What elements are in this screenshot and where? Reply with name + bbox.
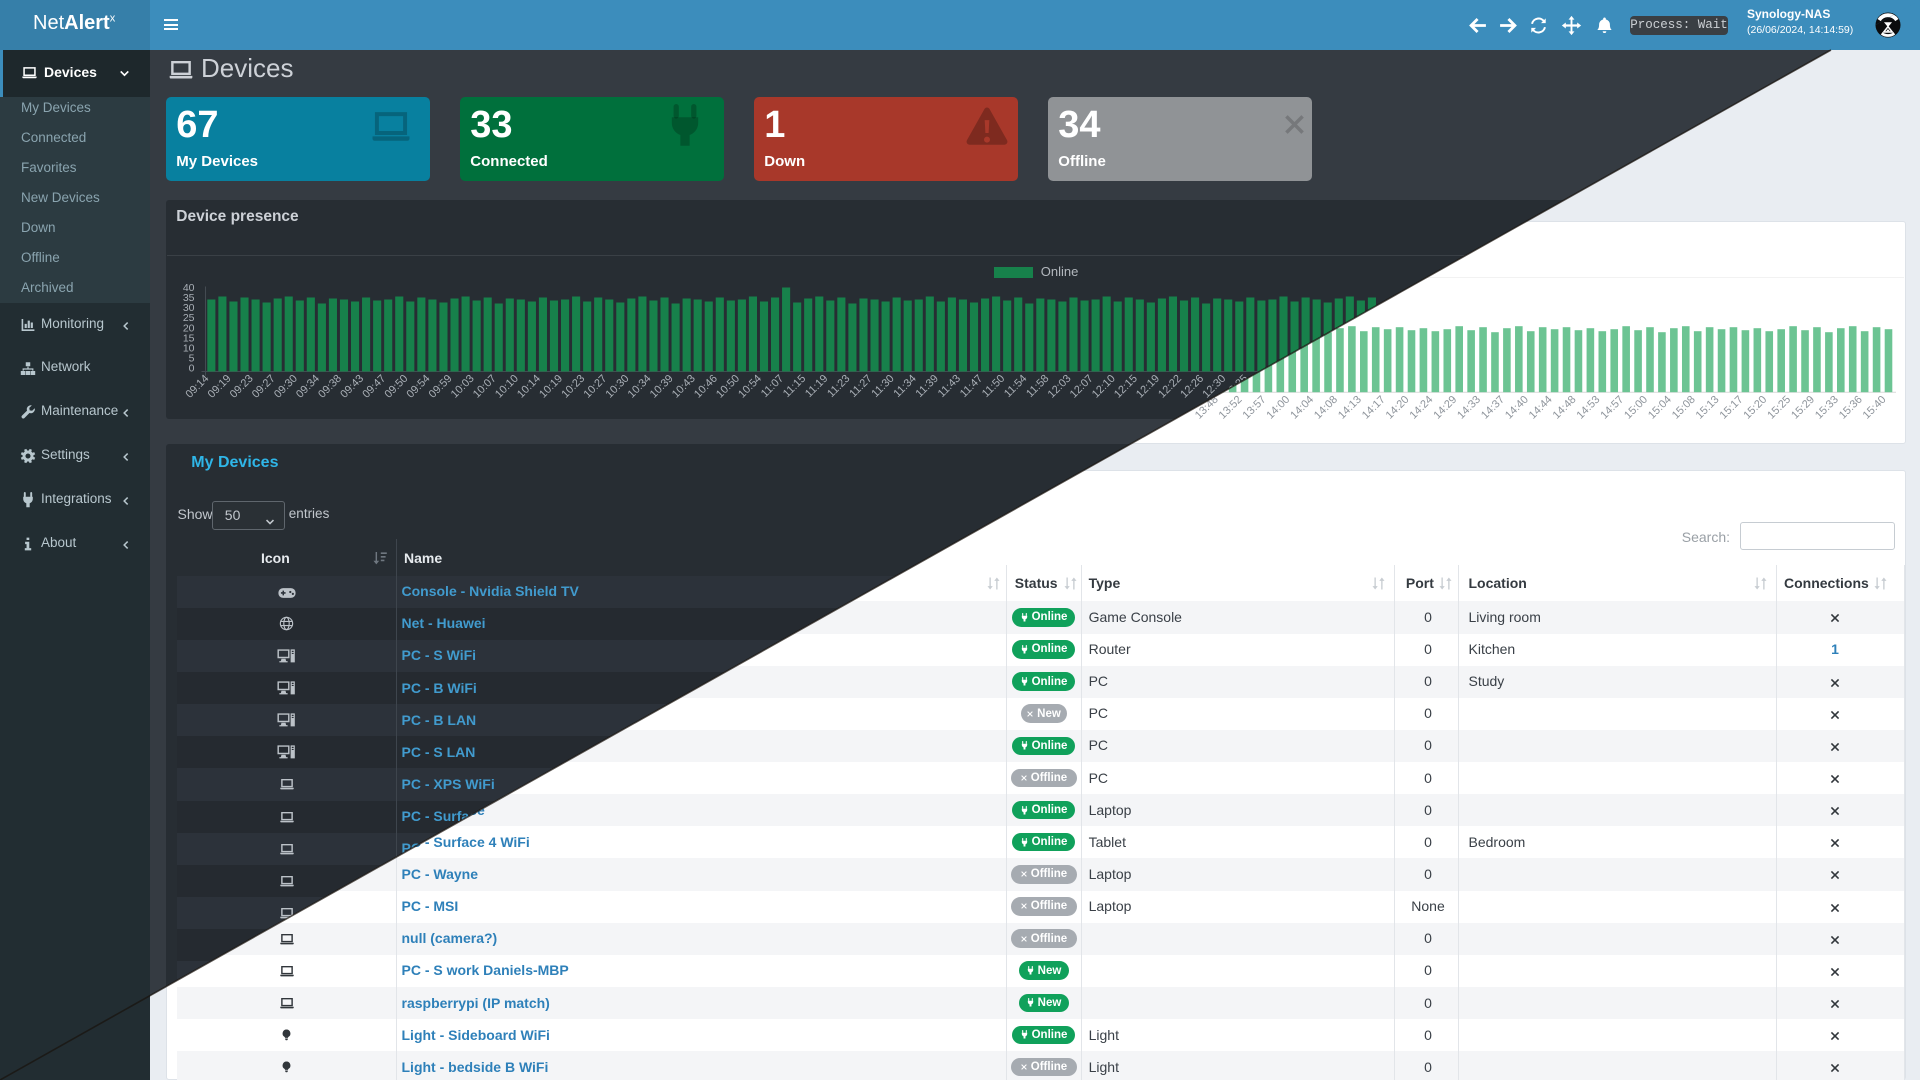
svg-text:15:13: 15:13 — [1694, 394, 1722, 422]
svg-text:15:36: 15:36 — [1837, 394, 1865, 422]
svg-text:13:52: 13:52 — [1217, 394, 1245, 422]
svg-text:10:19: 10:19 — [537, 373, 565, 401]
svg-text:10:34: 10:34 — [626, 373, 654, 401]
svg-text:15:08: 15:08 — [1670, 394, 1698, 422]
svg-text:09:50: 09:50 — [382, 373, 410, 401]
svg-text:14:08: 14:08 — [1312, 394, 1340, 422]
svg-text:11:30: 11:30 — [869, 373, 896, 400]
svg-text:11:39: 11:39 — [914, 373, 941, 400]
svg-text:15:04: 15:04 — [1646, 394, 1674, 422]
svg-text:11:15: 11:15 — [781, 373, 808, 400]
svg-text:10:50: 10:50 — [714, 373, 742, 401]
svg-text:12:07: 12:07 — [1068, 373, 1096, 401]
svg-text:14:17: 14:17 — [1360, 394, 1388, 422]
svg-text:12:26: 12:26 — [1178, 373, 1206, 401]
svg-text:14:04: 14:04 — [1288, 394, 1316, 422]
svg-text:14:37: 14:37 — [1479, 394, 1507, 422]
svg-text:10:30: 10:30 — [604, 373, 632, 401]
svg-text:14:00: 14:00 — [1264, 394, 1292, 422]
svg-text:09:47: 09:47 — [360, 373, 388, 401]
svg-text:11:43: 11:43 — [936, 373, 963, 400]
svg-text:09:14: 09:14 — [183, 373, 211, 401]
svg-text:10:54: 10:54 — [736, 373, 764, 401]
svg-text:13:57: 13:57 — [1241, 394, 1269, 422]
svg-text:14:57: 14:57 — [1598, 394, 1626, 422]
svg-text:09:19: 09:19 — [206, 373, 234, 401]
svg-text:10:39: 10:39 — [648, 373, 676, 401]
svg-text:14:33: 14:33 — [1455, 394, 1483, 422]
svg-text:15:17: 15:17 — [1718, 394, 1746, 422]
svg-text:09:43: 09:43 — [338, 373, 366, 401]
svg-text:15:20: 15:20 — [1741, 394, 1769, 422]
svg-text:14:40: 14:40 — [1503, 394, 1531, 422]
svg-text:12:10: 12:10 — [1090, 373, 1118, 401]
svg-text:11:19: 11:19 — [803, 373, 830, 400]
svg-text:14:53: 14:53 — [1574, 394, 1602, 422]
svg-text:12:03: 12:03 — [1046, 373, 1074, 401]
svg-text:12:19: 12:19 — [1134, 373, 1162, 401]
svg-text:10:46: 10:46 — [692, 373, 720, 401]
svg-text:11:34: 11:34 — [891, 373, 918, 400]
svg-text:14:13: 14:13 — [1336, 394, 1364, 422]
svg-text:14:44: 14:44 — [1527, 394, 1555, 422]
svg-text:11:54: 11:54 — [1002, 373, 1029, 400]
svg-text:10:07: 10:07 — [471, 373, 499, 401]
svg-text:15:00: 15:00 — [1622, 394, 1650, 422]
svg-text:09:34: 09:34 — [294, 373, 322, 401]
svg-text:10:03: 10:03 — [449, 373, 477, 401]
svg-text:0: 0 — [189, 362, 195, 374]
svg-text:09:59: 09:59 — [427, 373, 455, 401]
svg-text:10:14: 10:14 — [515, 373, 543, 401]
svg-text:09:27: 09:27 — [250, 373, 278, 401]
svg-text:11:47: 11:47 — [958, 373, 985, 400]
svg-text:12:22: 12:22 — [1156, 373, 1184, 401]
svg-text:11:07: 11:07 — [759, 373, 786, 400]
svg-text:10:10: 10:10 — [493, 373, 521, 401]
svg-text:10:23: 10:23 — [559, 373, 587, 401]
svg-text:11:23: 11:23 — [825, 373, 852, 400]
svg-text:14:20: 14:20 — [1384, 394, 1412, 422]
svg-text:14:48: 14:48 — [1551, 394, 1579, 422]
svg-text:09:38: 09:38 — [316, 373, 344, 401]
svg-text:14:29: 14:29 — [1431, 394, 1459, 422]
svg-text:15:29: 15:29 — [1789, 394, 1817, 422]
svg-text:09:23: 09:23 — [228, 373, 256, 401]
svg-text:11:58: 11:58 — [1024, 373, 1051, 400]
svg-text:15:25: 15:25 — [1765, 394, 1793, 422]
svg-text:14:24: 14:24 — [1407, 394, 1435, 422]
svg-text:10:27: 10:27 — [581, 373, 609, 401]
svg-text:12:15: 12:15 — [1112, 373, 1140, 401]
svg-text:11:50: 11:50 — [980, 373, 1007, 400]
svg-text:10:43: 10:43 — [670, 373, 698, 401]
svg-text:11:27: 11:27 — [847, 373, 874, 400]
svg-text:15:40: 15:40 — [1861, 394, 1889, 422]
svg-text:09:54: 09:54 — [405, 373, 433, 401]
svg-text:15:33: 15:33 — [1813, 394, 1841, 422]
svg-text:09:30: 09:30 — [272, 373, 300, 401]
